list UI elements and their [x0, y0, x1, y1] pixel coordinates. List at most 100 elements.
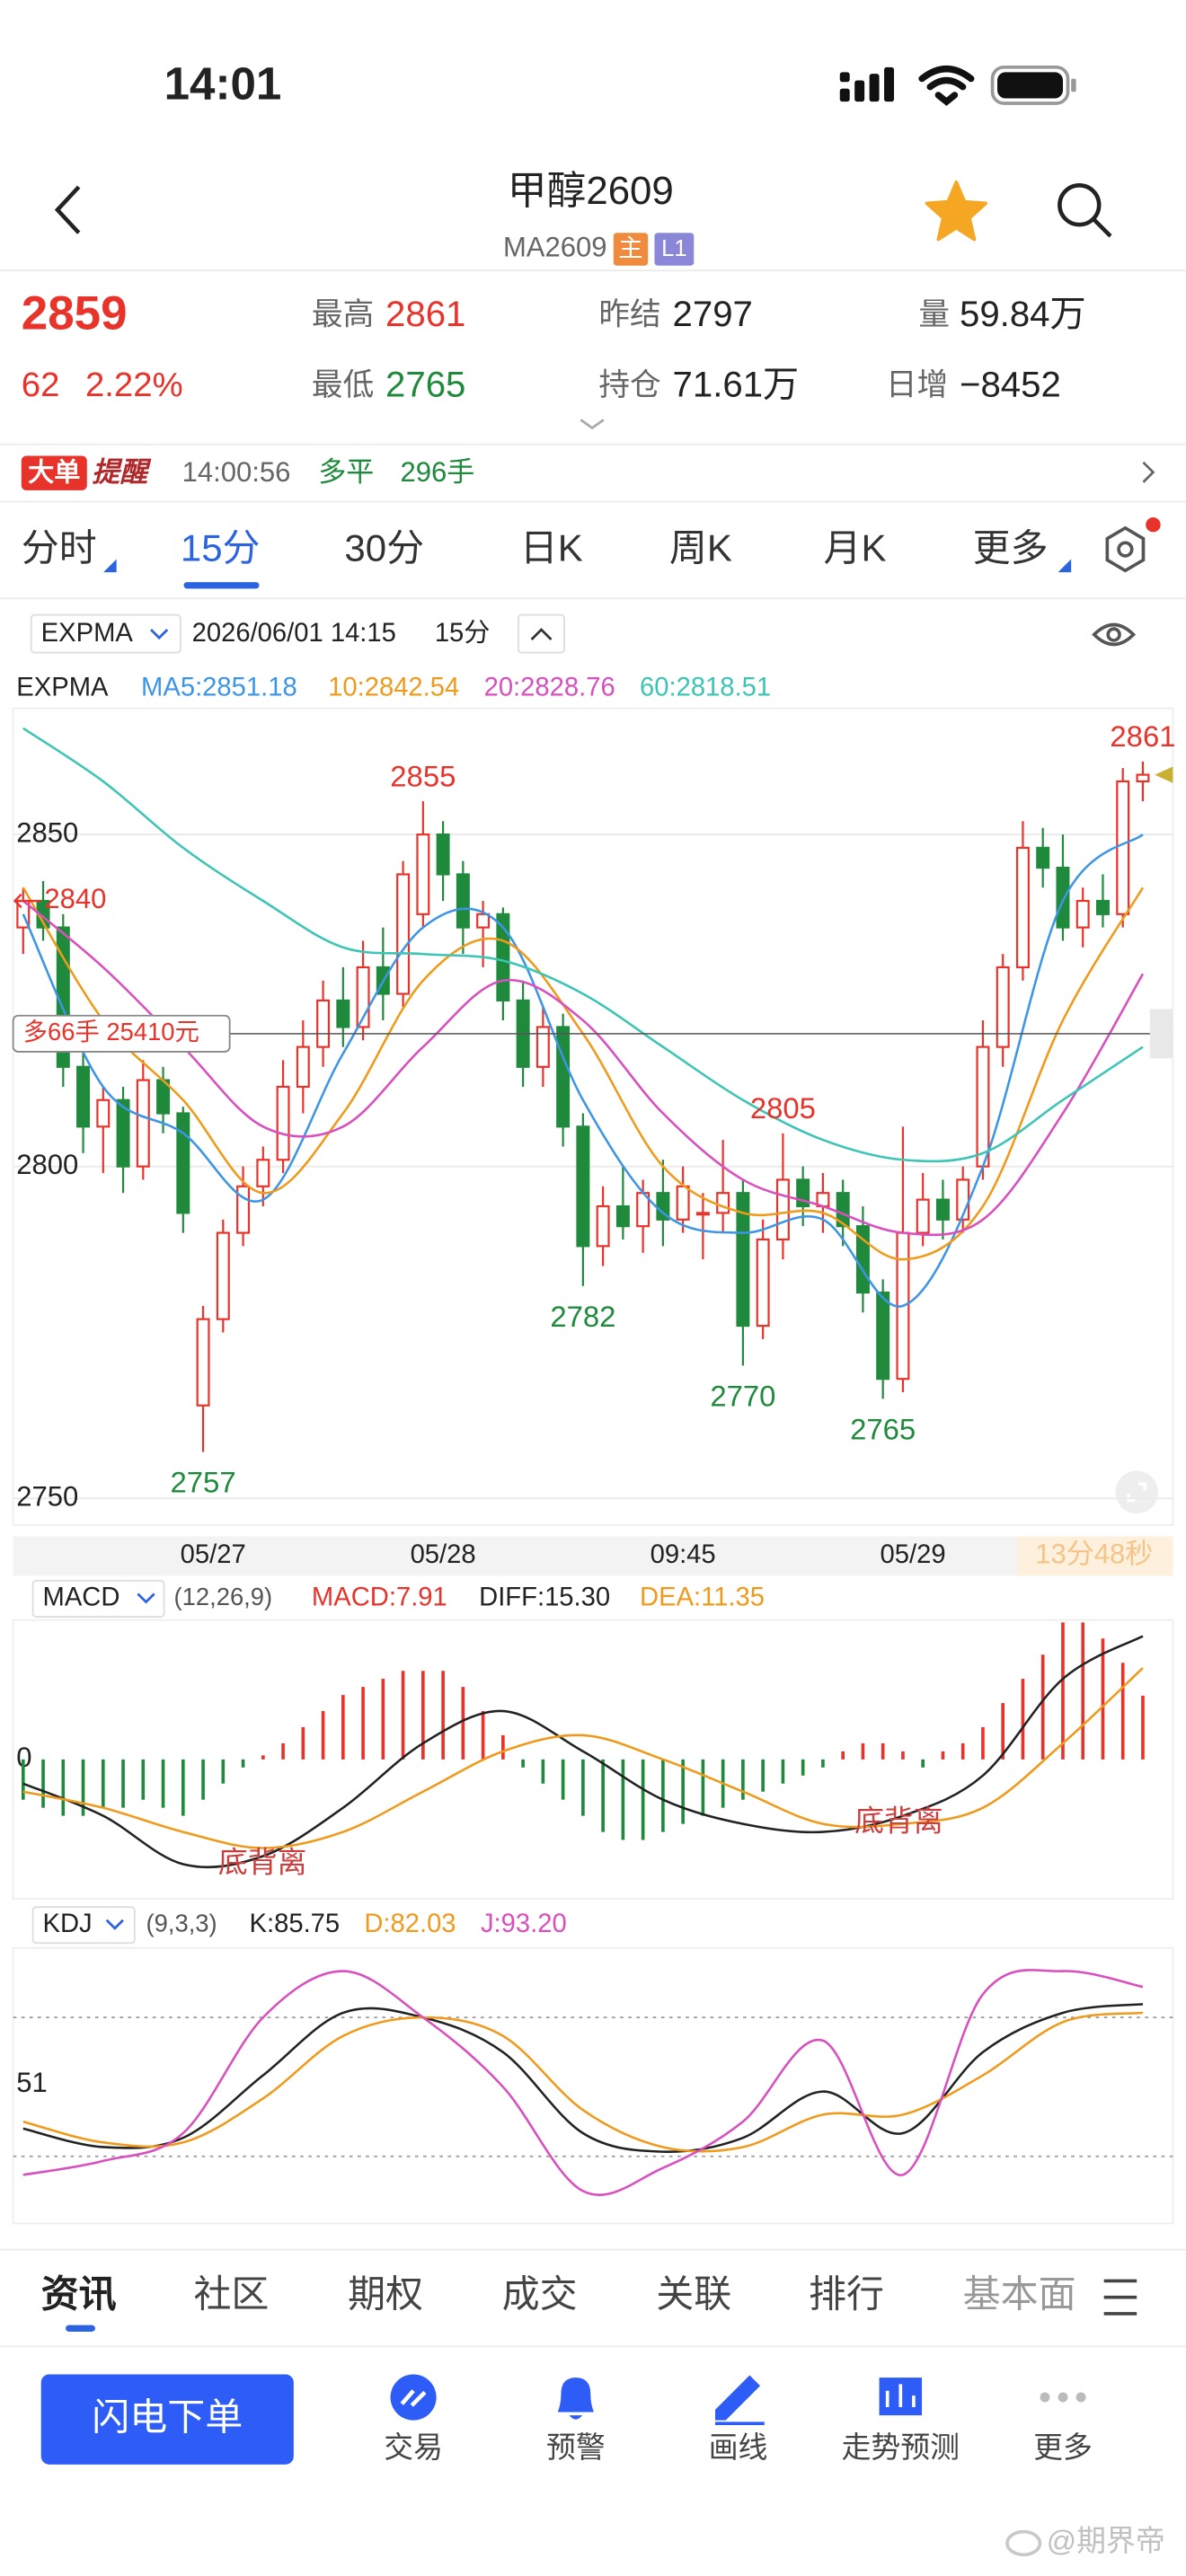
y-tick-label: 0 — [16, 1742, 31, 1773]
alert-tag: 大单 — [28, 457, 80, 487]
settings-button[interactable] — [1105, 525, 1146, 573]
divergence-annotation: 底背离 — [218, 1845, 307, 1878]
candle-body — [695, 1212, 710, 1216]
period-tab[interactable]: 周K — [669, 526, 732, 569]
alert-tag2: 提醒 — [92, 456, 152, 488]
x-tick-label: 05/28 — [411, 1540, 476, 1569]
indicator-line — [22, 834, 1144, 1308]
price-change-pct: 2.22% — [85, 366, 183, 404]
watermark: @期界帝 — [1047, 2524, 1165, 2557]
x-tick-label: 05/27 — [181, 1540, 246, 1569]
alert-tag-bg — [21, 455, 87, 490]
candle-body — [296, 1045, 310, 1089]
indicator-params: (12,26,9) — [174, 1583, 273, 1610]
high-label: 最高 — [312, 296, 374, 331]
info-tab-indicator — [66, 2325, 95, 2332]
period-tab[interactable]: 分时 — [22, 526, 97, 569]
chart-period: 15分 — [435, 619, 491, 648]
period-tab[interactable]: 更多 — [973, 526, 1049, 569]
indicator-params: (9,3,3) — [146, 1909, 217, 1936]
status-time: 14:01 — [164, 57, 282, 109]
open-interest-value: 71.61万 — [673, 364, 800, 404]
time-axis-band — [13, 1536, 1173, 1576]
candle-body — [196, 1318, 210, 1407]
battery-icon — [990, 66, 1076, 105]
volume-label: 量 — [918, 297, 950, 331]
indicator-line — [22, 727, 1144, 1163]
left-mark-label: 2840 — [44, 883, 106, 914]
low-label: 2757 — [171, 1466, 236, 1499]
info-tab[interactable]: 资讯 — [41, 2273, 117, 2316]
forecast-icon[interactable] — [875, 2374, 925, 2419]
indicator-line — [22, 1667, 1144, 1849]
trade-icon[interactable] — [390, 2374, 437, 2421]
collapse-button[interactable] — [518, 613, 565, 654]
low-label: 2765 — [850, 1413, 916, 1446]
dropdown-chevron — [137, 1592, 155, 1604]
draw-icon[interactable] — [715, 2375, 765, 2426]
info-tab[interactable]: 排行 — [809, 2273, 884, 2316]
price-change: 62 — [22, 366, 60, 404]
indicator-select[interactable] — [30, 613, 181, 654]
back-button[interactable] — [54, 185, 81, 234]
candle-body — [396, 873, 411, 995]
candle-body — [96, 1098, 111, 1128]
zoom-button[interactable] — [1115, 1470, 1158, 1514]
info-tab[interactable]: 关联 — [656, 2273, 731, 2316]
search-button[interactable] — [1058, 183, 1112, 238]
info-tab[interactable]: 成交 — [502, 2273, 578, 2316]
indicator-select[interactable] — [31, 1906, 136, 1945]
info-tab[interactable]: 基本面 — [963, 2273, 1076, 2316]
candle-body — [1116, 780, 1130, 915]
info-tab[interactable]: 期权 — [348, 2273, 423, 2316]
legend-entry: J:93.20 — [481, 1910, 567, 1938]
x-tick-label: 05/29 — [881, 1540, 946, 1569]
y-tick-label: 2850 — [16, 816, 78, 848]
candle-body — [116, 1098, 130, 1168]
badge-level: L1 — [661, 236, 686, 261]
prev-settle-label: 昨结 — [598, 296, 660, 331]
low-value: 2765 — [385, 364, 465, 404]
visibility-button[interactable] — [1092, 622, 1137, 647]
low-label: 2770 — [710, 1380, 775, 1413]
candle-body — [596, 1204, 610, 1248]
chart-datetime: 2026/06/01 14:15 — [192, 619, 396, 648]
last-price-marker — [1155, 766, 1173, 783]
high-label: 2861 — [1110, 719, 1175, 753]
alert-time: 14:00:56 — [182, 456, 291, 488]
period-tab[interactable]: 月K — [823, 526, 886, 569]
indicator-name: KDJ — [43, 1910, 93, 1938]
kdj-frame — [12, 1946, 1174, 2225]
instrument-code: MA2609 — [503, 232, 607, 263]
info-tab[interactable]: 社区 — [193, 2273, 269, 2316]
y-tick-label: 2800 — [16, 1149, 78, 1180]
volume-value: 59.84万 — [960, 294, 1086, 334]
legend-entry: 20:2828.76 — [484, 673, 615, 701]
period-tab[interactable]: 日K — [520, 526, 583, 569]
daily-change-value: −8452 — [960, 364, 1061, 404]
expand-chevron[interactable] — [580, 419, 605, 430]
candle-body — [676, 1185, 690, 1221]
candle-body — [276, 1085, 290, 1161]
low-label: 2782 — [550, 1300, 615, 1333]
more-icon[interactable] — [1040, 2392, 1086, 2403]
period-tab[interactable]: 15分 — [181, 526, 261, 569]
candle-body — [256, 1159, 270, 1187]
badge-main-bg — [613, 233, 649, 266]
indicator-select[interactable] — [31, 1579, 165, 1618]
weibo-icon — [1005, 2529, 1042, 2557]
quick-order-button[interactable] — [40, 2374, 294, 2465]
candle-body — [456, 873, 470, 929]
favorite-button[interactable] — [925, 180, 988, 242]
candle-body — [916, 1198, 930, 1234]
menu-button[interactable] — [1103, 2279, 1137, 2316]
candle-body — [1036, 846, 1050, 869]
alert-more[interactable] — [1142, 461, 1155, 483]
y-tick-label: 51 — [16, 2067, 48, 2098]
divergence-annotation: 底背离 — [854, 1804, 943, 1838]
period-tab[interactable]: 30分 — [344, 526, 424, 569]
alert-icon[interactable] — [557, 2378, 594, 2420]
nav-label: 走势预测 — [842, 2430, 960, 2464]
